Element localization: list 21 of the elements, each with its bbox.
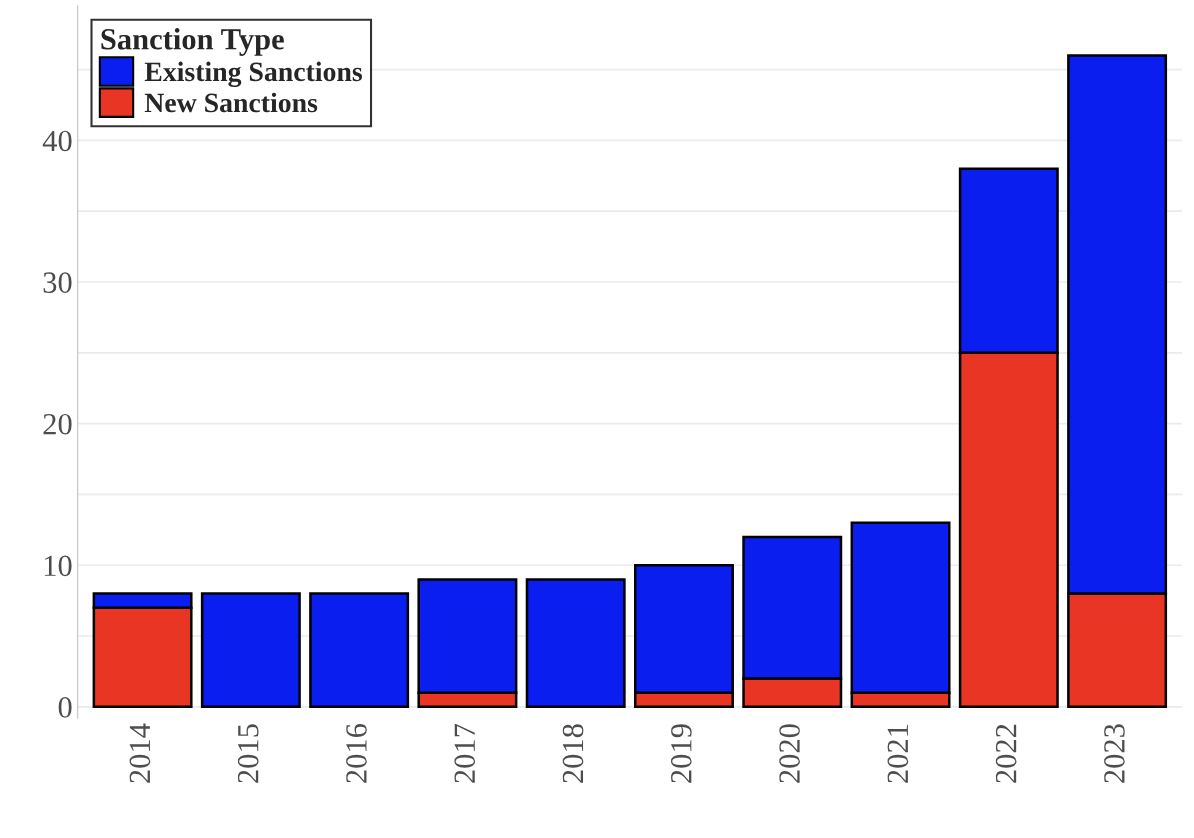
x-tick-label: 2020 [779,724,800,783]
x-tick-label: 2014 [129,723,151,783]
bar [525,578,626,709]
x-tick-label: 2017 [454,723,476,783]
x-tick-label: 2019 [671,724,692,783]
legend-label: New Sanctions [144,92,318,113]
y-tick-label: 20 [43,413,72,435]
x-tick-label: 2018 [562,724,584,783]
x-tick-label: 2016 [346,723,367,783]
y-tick-label: 40 [42,130,72,152]
y-tick-label: 30 [43,272,72,293]
x-tick-label: 2021 [887,724,909,783]
y-tick-label: 10 [44,555,72,577]
x-tick-label: 2015 [237,724,259,783]
y-tick-label: 0 [58,697,72,718]
legend-title: Sanction Type [101,28,284,56]
legend-label: Existing Sanctions [144,61,363,88]
bar [200,592,301,709]
x-tick-label: 2023 [1104,724,1125,783]
bar [309,592,410,709]
x-tick-label: 2022 [995,724,1017,783]
